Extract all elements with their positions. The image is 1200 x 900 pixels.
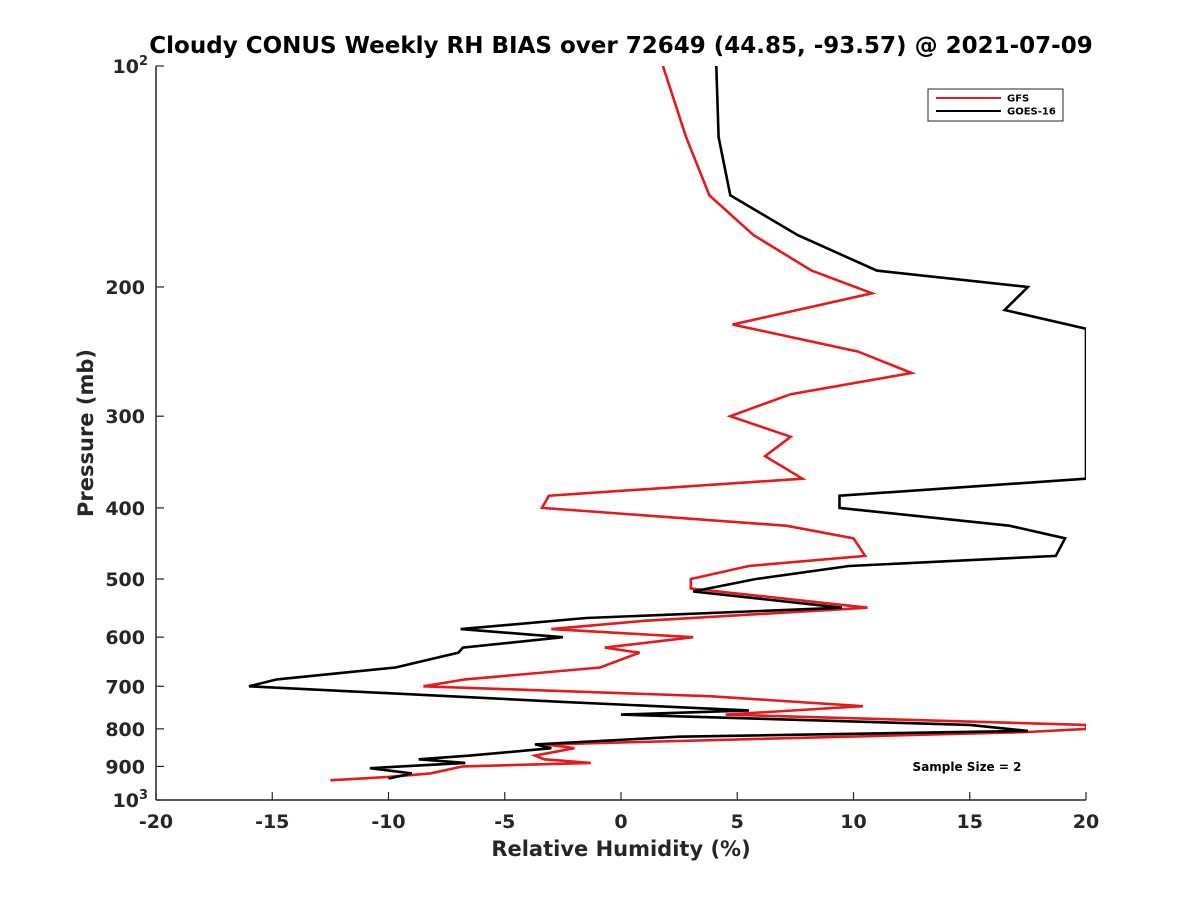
x-tick-label: 15 [957, 811, 983, 833]
sample-size-annotation: Sample Size = 2 [913, 760, 1022, 774]
series-line-goes-16 [248, 66, 1086, 780]
x-tick-label: 10 [840, 811, 866, 833]
y-tick-label: 500 [105, 569, 145, 591]
y-axis-label: Pressure (mb) [74, 349, 98, 517]
x-tick-label: 20 [1073, 811, 1099, 833]
y-tick-label: 300 [105, 406, 145, 428]
x-tick-label: 0 [614, 811, 627, 833]
series-layer [248, 66, 1086, 782]
legend: GFS GOES-16 [927, 88, 1064, 122]
y-tick-label: 103 [113, 788, 149, 812]
y-tick-label: 700 [105, 676, 145, 698]
x-axis-label: Relative Humidity (%) [491, 837, 750, 861]
y-tick-base: 10 [113, 790, 139, 812]
x-tick-label: -20 [139, 811, 173, 833]
x-ticks: -20 -15 -10 -5 0 5 10 15 20 [139, 792, 1099, 833]
x-tick-label: -15 [255, 811, 289, 833]
y-tick-label: 900 [105, 756, 145, 778]
y-tick-label: 600 [105, 627, 145, 649]
y-tick-exponent: 2 [139, 54, 148, 69]
series-line-gfs [330, 66, 1086, 782]
x-tick-label: 5 [731, 811, 744, 833]
legend-label-goes-16: GOES-16 [1007, 107, 1056, 118]
y-tick-label: 200 [105, 277, 145, 299]
x-tick-label: -5 [494, 811, 515, 833]
legend-label-gfs: GFS [1007, 94, 1029, 105]
x-tick-label: -10 [371, 811, 405, 833]
y-tick-base: 10 [113, 56, 139, 78]
y-tick-label: 800 [105, 719, 145, 741]
y-tick-exponent: 3 [139, 788, 148, 803]
y-tick-label: 102 [113, 54, 149, 78]
chart-title: Cloudy CONUS Weekly RH BIAS over 72649 (… [149, 33, 1092, 59]
y-tick-label: 400 [105, 498, 145, 520]
legend-box [927, 88, 1064, 122]
